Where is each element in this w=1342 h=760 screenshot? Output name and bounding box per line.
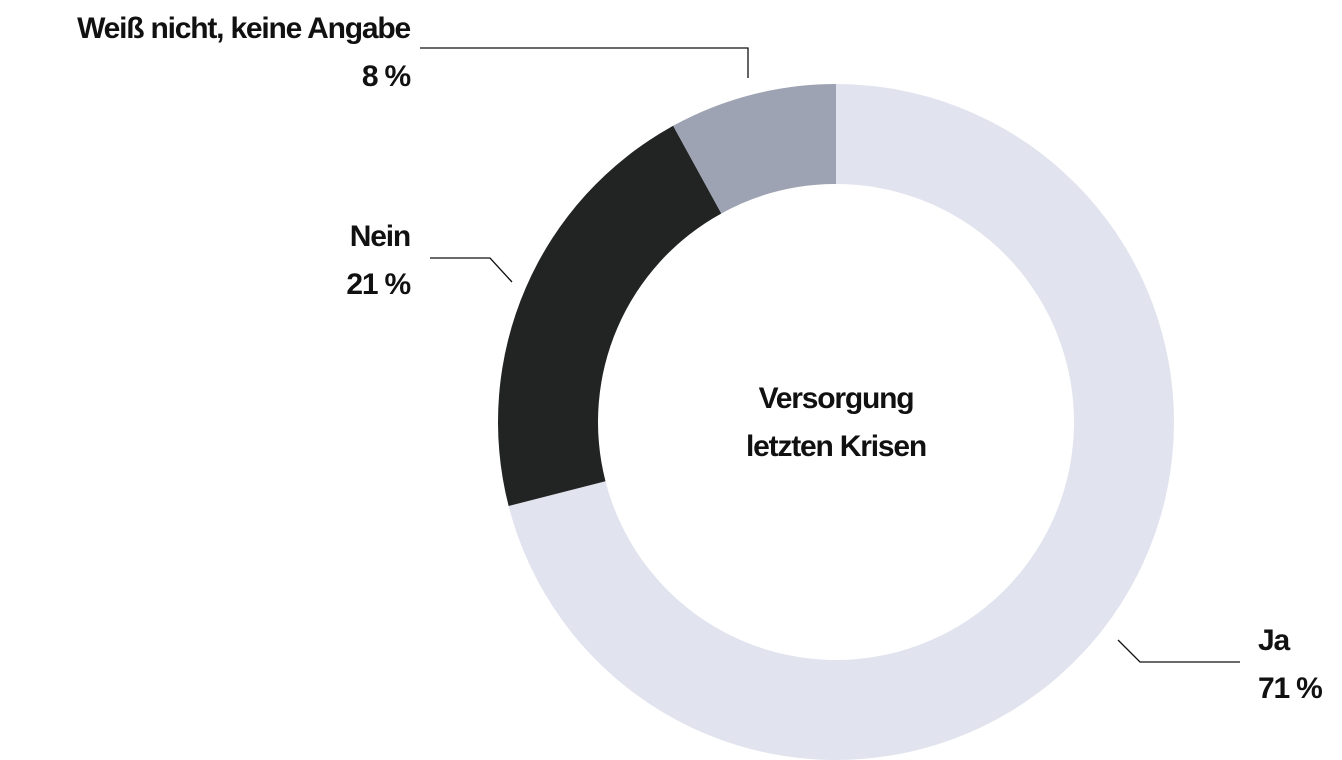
value-label: 8 % (362, 60, 411, 93)
value-label: 21 % (346, 268, 410, 301)
donut (497, 84, 1174, 760)
donut-slice (497, 125, 722, 507)
leader-line (420, 47, 749, 78)
leader-line (430, 257, 513, 283)
slice-label: Weiß nicht, keine Angabe (77, 12, 410, 45)
slice-label: Nein (350, 220, 410, 253)
donut-slice (673, 84, 836, 214)
leader-line (1117, 639, 1240, 663)
donut-slice (508, 84, 1174, 760)
value-label: 71 % (1258, 672, 1322, 705)
center-title: Versorgung (759, 382, 914, 415)
slice-label: Ja (1258, 624, 1290, 657)
center-title: letzten Krisen (746, 430, 926, 463)
